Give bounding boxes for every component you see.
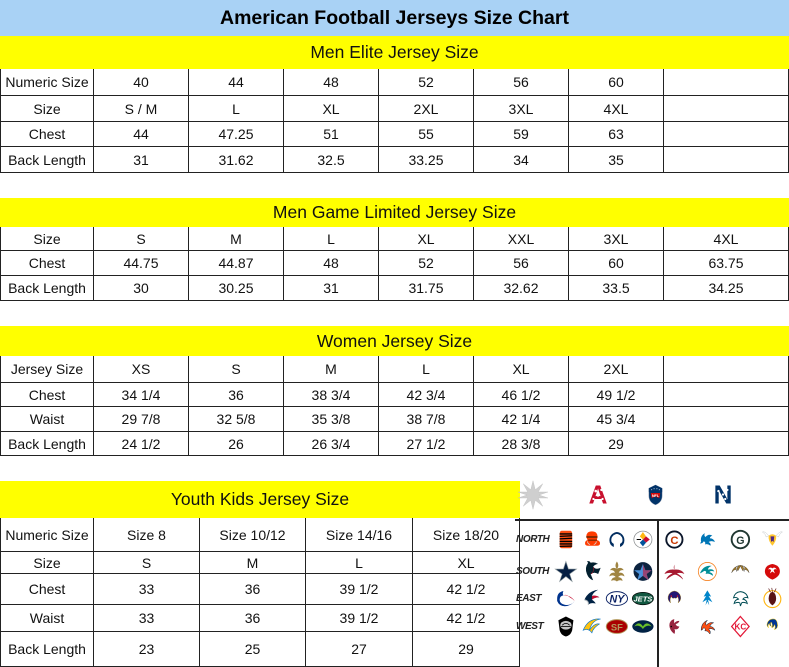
- svg-text:JETS: JETS: [634, 595, 653, 604]
- svg-text:NFL: NFL: [652, 494, 660, 498]
- svg-text:KC: KC: [734, 622, 746, 631]
- svg-text:G: G: [736, 535, 744, 547]
- svg-text:NY: NY: [610, 594, 626, 606]
- svg-text:C: C: [670, 535, 678, 547]
- svg-text:SF: SF: [611, 622, 623, 632]
